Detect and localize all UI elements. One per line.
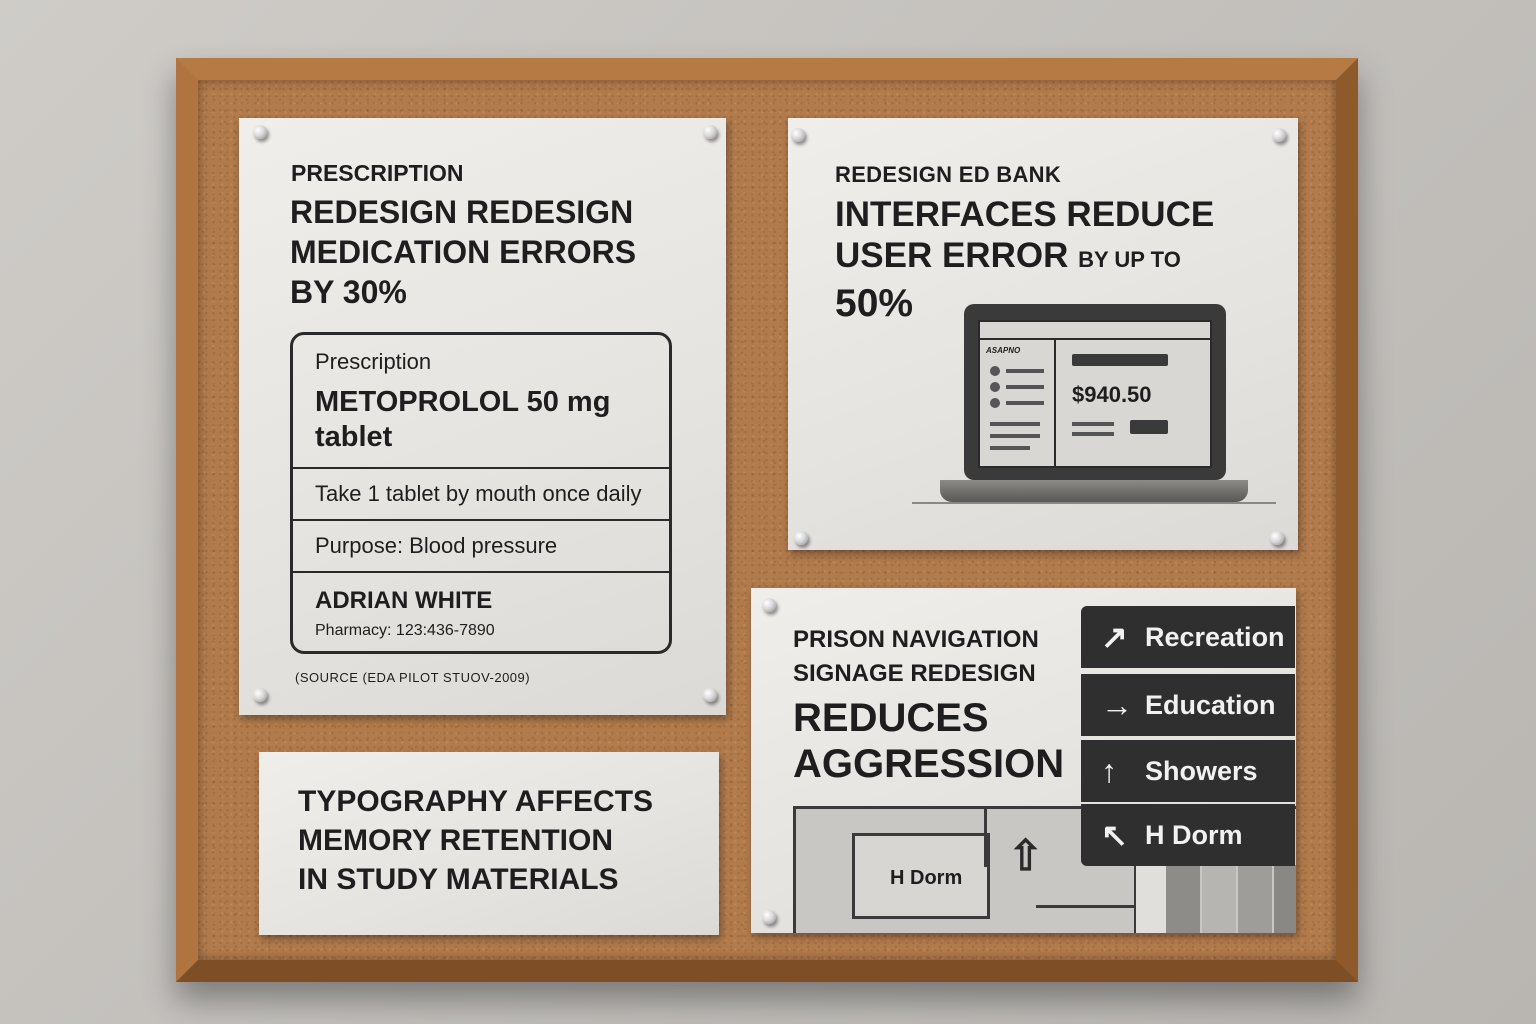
arrow-right-icon: → xyxy=(1101,687,1133,723)
floor-plan: H Dorm ⇧ xyxy=(793,806,1296,933)
action-button xyxy=(1130,420,1168,434)
room xyxy=(852,833,990,919)
prescription-poster: PRESCRIPTION REDESIGN REDESIGN MEDICATIO… xyxy=(239,118,726,715)
pushpin xyxy=(794,531,808,545)
text-placeholder xyxy=(990,446,1030,450)
sign-label: H Dorm xyxy=(1145,820,1243,850)
label-drug-name: METOPROLOL 50 mg xyxy=(315,386,611,418)
window-titlebar xyxy=(980,322,1210,340)
typography-line-2: MEMORY RETENTION xyxy=(298,824,614,857)
pushpin xyxy=(253,125,267,139)
account-balance: $940.50 xyxy=(1072,382,1152,407)
bank-headline-line-1: INTERFACES REDUCE xyxy=(835,195,1215,234)
corridor xyxy=(984,809,987,867)
laptop-base xyxy=(940,480,1248,502)
label-patient-name: ADRIAN WHITE xyxy=(315,587,493,614)
bank-kicker: REDESIGN ED BANK xyxy=(835,162,1062,187)
sign-recreation: ↗ Recreation xyxy=(1081,606,1295,668)
menu-item xyxy=(990,366,1000,376)
pushpin xyxy=(703,125,717,139)
label-divider xyxy=(293,467,669,469)
typography-line-1: TYPOGRAPHY AFFECTS xyxy=(298,785,654,818)
menu-item xyxy=(990,382,1000,392)
label-drug-form: tablet xyxy=(315,421,393,453)
sign-education: → Education xyxy=(1081,674,1295,736)
cell-block xyxy=(1274,865,1296,933)
text-placeholder xyxy=(1072,432,1114,436)
cell-block xyxy=(1238,865,1272,933)
prescription-headline-line-2: MEDICATION ERRORS xyxy=(290,234,637,270)
prison-kicker-line-2: SIGNAGE REDESIGN xyxy=(793,660,1036,687)
prescription-label: Prescription METOPROLOL 50 mg tablet Tak… xyxy=(290,332,672,654)
bank-headline-line-2: USER ERROR BY UP TO xyxy=(835,236,1181,276)
pushpin xyxy=(762,598,776,612)
arrow-up-left-icon: ↖ xyxy=(1101,817,1128,853)
sign-label: Showers xyxy=(1145,756,1258,786)
arrow-up-icon: ⇧ xyxy=(1008,832,1044,879)
label-purpose: Purpose: Blood pressure xyxy=(315,533,558,558)
cell-block xyxy=(1202,865,1236,933)
bank-headline-emphasis: USER ERROR xyxy=(835,236,1069,275)
desk-line xyxy=(912,502,1276,504)
banking-app-window: ASAPNO $940.50 xyxy=(978,320,1212,468)
label-instructions: Take 1 tablet by mouth once daily xyxy=(315,481,642,506)
prescription-source: (SOURCE (EDA PILOT STUOV-2009) xyxy=(295,670,531,685)
menu-item xyxy=(1006,401,1044,405)
label-pharmacy-phone: Pharmacy: 123:436-7890 xyxy=(315,622,495,639)
text-placeholder xyxy=(990,422,1040,426)
prescription-kicker: PRESCRIPTION xyxy=(291,160,464,186)
label-divider xyxy=(293,571,669,573)
pushpin xyxy=(253,688,267,702)
bank-interface-poster: REDESIGN ED BANK INTERFACES REDUCE USER … xyxy=(788,118,1298,550)
prescription-headline-line-3: BY 30% xyxy=(290,274,407,310)
laptop-screen: ASAPNO $940.50 xyxy=(964,304,1226,480)
pushpin xyxy=(703,688,717,702)
text-placeholder xyxy=(990,434,1040,438)
menu-item xyxy=(1006,385,1044,389)
corridor xyxy=(1036,905,1134,908)
pushpin xyxy=(1272,128,1286,142)
sign-showers: ↑ Showers xyxy=(1081,740,1295,802)
typography-line-3: IN STUDY MATERIALS xyxy=(298,863,619,896)
prison-headline-line-2: AGGRESSION xyxy=(793,742,1065,786)
account-header-bar xyxy=(1072,354,1168,366)
sign-label: Education xyxy=(1145,690,1276,720)
pushpin xyxy=(762,910,776,924)
pushpin xyxy=(791,128,805,142)
map-room-label: H Dorm xyxy=(890,867,963,889)
cell-block xyxy=(1134,865,1166,933)
cell-block xyxy=(1166,865,1200,933)
bank-logo: ASAPNO xyxy=(986,346,1021,355)
bank-headline-percentage: 50% xyxy=(835,282,914,325)
typography-poster: TYPOGRAPHY AFFECTS MEMORY RETENTION IN S… xyxy=(259,752,719,935)
arrow-up-right-icon: ↗ xyxy=(1101,619,1128,655)
prison-kicker-line-1: PRISON NAVIGATION xyxy=(793,626,1039,653)
prison-headline-line-1: REDUCES xyxy=(793,696,989,740)
sign-h-dorm: ↖ H Dorm xyxy=(1081,804,1295,866)
label-title: Prescription xyxy=(315,349,432,374)
prescription-headline-line-1: REDESIGN REDESIGN xyxy=(290,194,634,230)
sign-label: Recreation xyxy=(1145,622,1285,652)
arrow-up-icon: ↑ xyxy=(1101,753,1117,789)
sidebar-divider xyxy=(1054,338,1056,466)
text-placeholder xyxy=(1072,422,1114,426)
bank-headline-qualifier: BY UP TO xyxy=(1078,247,1181,272)
menu-item xyxy=(1006,369,1044,373)
prison-signage-poster: PRISON NAVIGATION SIGNAGE REDESIGN REDUC… xyxy=(751,588,1296,933)
pushpin xyxy=(1270,531,1284,545)
label-divider xyxy=(293,519,669,521)
menu-item xyxy=(990,398,1000,408)
